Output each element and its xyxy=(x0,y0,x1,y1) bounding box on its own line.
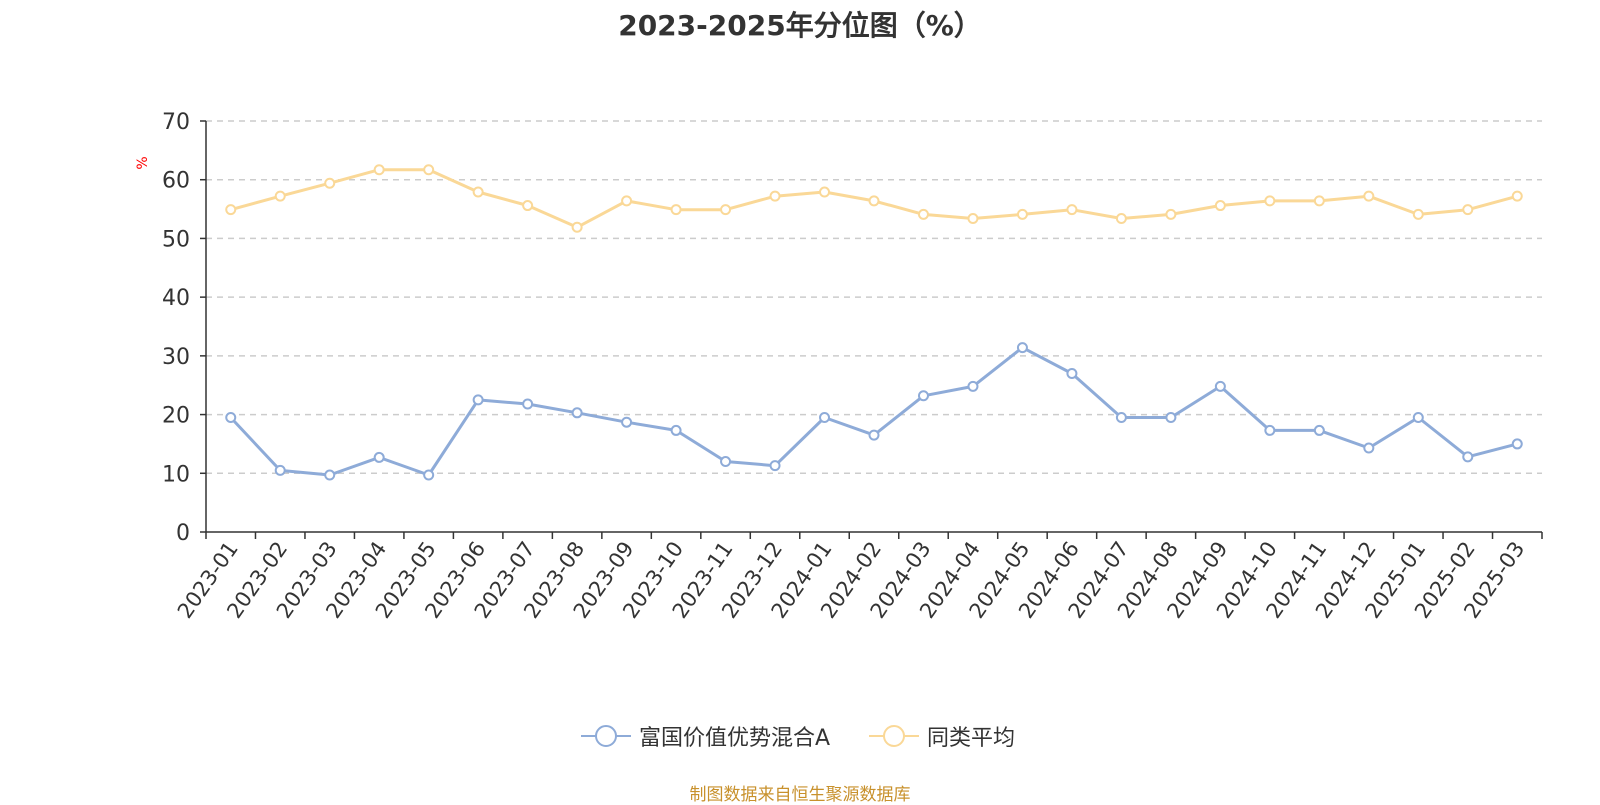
data-point[interactable] xyxy=(720,204,732,216)
legend-symbol-peer-average xyxy=(869,722,919,750)
data-point[interactable] xyxy=(720,456,732,468)
y-tick-label: 60 xyxy=(162,169,190,194)
axes xyxy=(200,120,1543,539)
y-tick-label: 70 xyxy=(162,110,190,135)
data-point[interactable] xyxy=(472,186,484,198)
data-point[interactable] xyxy=(423,164,435,176)
data-point[interactable] xyxy=(1264,424,1276,436)
data-point[interactable] xyxy=(522,398,534,410)
data-point[interactable] xyxy=(621,416,633,428)
data-point[interactable] xyxy=(1016,208,1028,220)
data-point[interactable] xyxy=(1066,367,1078,379)
data-point[interactable] xyxy=(1214,380,1226,392)
data-point[interactable] xyxy=(324,469,336,481)
chart-title: 2023-2025年分位图（%） xyxy=(618,9,982,42)
data-point[interactable] xyxy=(1313,424,1325,436)
data-point[interactable] xyxy=(670,204,682,216)
data-point[interactable] xyxy=(1214,200,1226,212)
data-point[interactable] xyxy=(917,390,929,402)
data-point[interactable] xyxy=(1165,208,1177,220)
grid-lines xyxy=(206,120,1542,475)
data-point[interactable] xyxy=(225,204,237,216)
data-point[interactable] xyxy=(819,186,831,198)
data-point[interactable] xyxy=(1313,195,1325,207)
data-point[interactable] xyxy=(373,451,385,463)
data-point[interactable] xyxy=(423,469,435,481)
data-point[interactable] xyxy=(967,380,979,392)
legend-label-fund: 富国价值优势混合A xyxy=(639,726,831,751)
data-point[interactable] xyxy=(1115,412,1127,424)
data-point[interactable] xyxy=(1016,342,1028,354)
data-point[interactable] xyxy=(917,208,929,220)
data-point[interactable] xyxy=(769,190,781,202)
data-point[interactable] xyxy=(1066,204,1078,216)
legend-item-fund[interactable]: 富国价值优势混合A xyxy=(581,722,831,751)
y-tick-label: 20 xyxy=(162,404,190,429)
data-point[interactable] xyxy=(274,190,286,202)
data-point[interactable] xyxy=(1462,204,1474,216)
y-tick-label: 40 xyxy=(162,286,190,311)
y-tick-label: 50 xyxy=(162,227,190,252)
data-point[interactable] xyxy=(522,200,534,212)
data-point[interactable] xyxy=(1511,438,1523,450)
legend-item-peer-average[interactable]: 同类平均 xyxy=(869,722,1016,751)
y-axis-unit-label: % xyxy=(135,156,151,169)
series-line-0 xyxy=(229,346,1518,477)
y-tick-label: 0 xyxy=(176,521,190,546)
data-point[interactable] xyxy=(373,164,385,176)
data-point[interactable] xyxy=(472,394,484,406)
data-point[interactable] xyxy=(967,212,979,224)
data-point[interactable] xyxy=(324,177,336,189)
data-point[interactable] xyxy=(1165,412,1177,424)
data-point[interactable] xyxy=(225,412,237,424)
data-point[interactable] xyxy=(621,195,633,207)
y-tick-label: 30 xyxy=(162,345,190,370)
data-source-note: 制图数据来自恒生聚源数据库 xyxy=(689,785,911,805)
tick-labels: 0102030405060702023-012023-022023-032023… xyxy=(162,110,1529,623)
data-point[interactable] xyxy=(769,460,781,472)
y-tick-label: 10 xyxy=(162,462,190,487)
data-points xyxy=(225,164,1523,481)
data-point[interactable] xyxy=(1462,451,1474,463)
data-point[interactable] xyxy=(1115,212,1127,224)
data-point[interactable] xyxy=(1264,195,1276,207)
data-point[interactable] xyxy=(1511,190,1523,202)
data-point[interactable] xyxy=(1412,208,1424,220)
data-point[interactable] xyxy=(1363,442,1375,454)
data-point[interactable] xyxy=(571,221,583,233)
data-point[interactable] xyxy=(868,195,880,207)
data-point[interactable] xyxy=(274,464,286,476)
data-point[interactable] xyxy=(670,424,682,436)
data-point[interactable] xyxy=(1412,412,1424,424)
data-point[interactable] xyxy=(819,412,831,424)
legend-symbol-fund xyxy=(581,722,631,750)
data-point[interactable] xyxy=(868,429,880,441)
data-point[interactable] xyxy=(571,407,583,419)
legend-label-peer-average: 同类平均 xyxy=(927,726,1016,751)
data-point[interactable] xyxy=(1363,190,1375,202)
